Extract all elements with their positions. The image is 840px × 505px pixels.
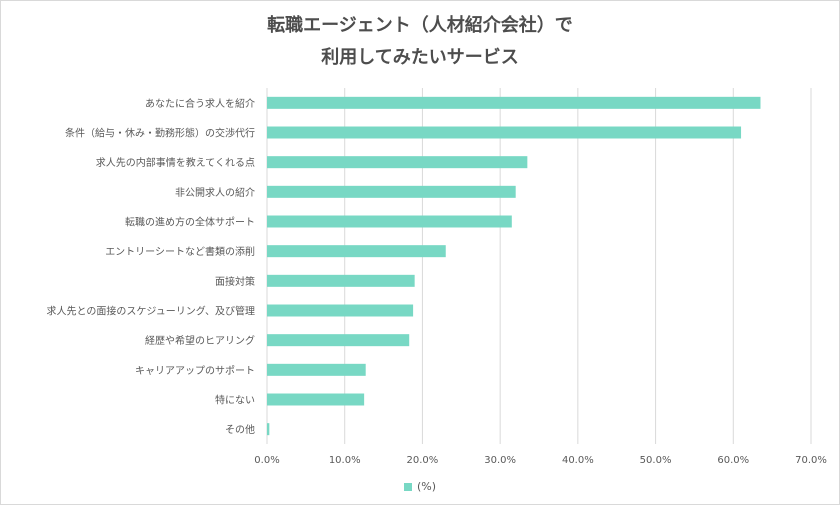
bar (267, 363, 366, 376)
category-label: 特にない (215, 395, 255, 407)
bar (267, 423, 270, 436)
x-tick-label: 50.0% (640, 455, 672, 466)
x-tick-label: 0.0% (254, 455, 279, 466)
x-tick-label: 60.0% (717, 455, 749, 466)
bar (267, 126, 742, 139)
chart-legend: (%) (1, 480, 839, 493)
category-label: 求人先との面接のスケジューリング、及び管理 (47, 305, 256, 318)
x-tick-label: 70.0% (795, 455, 827, 466)
category-label: エントリーシートなど書類の添削 (105, 245, 255, 258)
bar (267, 156, 528, 169)
category-label: 求人先の内部事情を教えてくれる点 (96, 156, 255, 169)
chart-title-line-1: 転職エージェント（人材紹介会社）で (267, 15, 573, 36)
bar (267, 215, 512, 228)
bar (267, 304, 414, 317)
x-tick-label: 40.0% (562, 455, 594, 466)
category-label: キャリアアップのサポート (135, 365, 255, 377)
category-label: あなたに合う求人を紹介 (145, 97, 255, 110)
category-label: その他 (225, 423, 255, 436)
legend-label: (%) (416, 480, 437, 493)
category-label: 非公開求人の紹介 (175, 186, 255, 199)
legend-swatch (403, 482, 412, 491)
x-tick-label: 30.0% (484, 455, 516, 466)
bar (267, 393, 365, 406)
bar (267, 274, 415, 287)
category-label: 転職の進め方の全体サポート (125, 216, 255, 229)
category-label: 経歴や希望のヒアリング (145, 334, 255, 347)
chart-title-line-2: 利用してみたいサービス (321, 47, 519, 68)
bar (267, 185, 516, 198)
x-tick-label: 20.0% (407, 455, 439, 466)
category-label: 条件（給与・休み・勤務形態）の交渉代行 (65, 127, 255, 140)
x-tick-label: 10.0% (329, 455, 361, 466)
category-label: 面接対策 (215, 275, 255, 288)
bar (267, 96, 761, 109)
bar (267, 334, 410, 347)
bar (267, 245, 446, 258)
